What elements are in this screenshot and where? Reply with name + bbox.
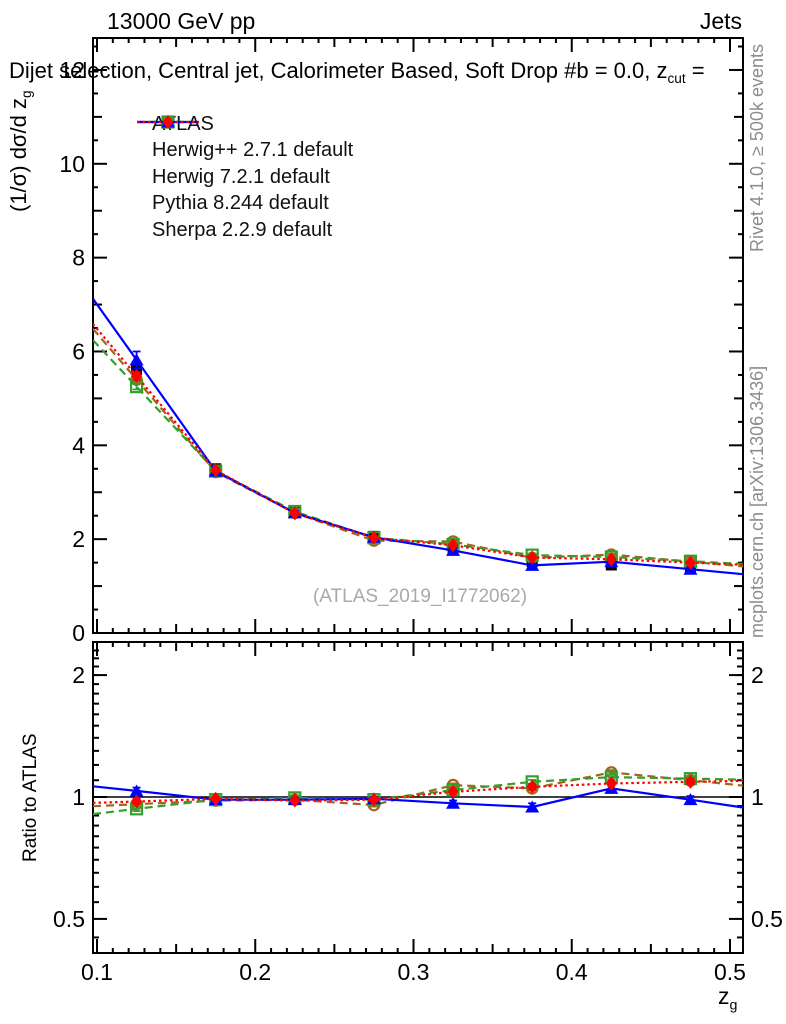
main-y-tick-label: 6: [72, 338, 85, 364]
y-axis-label-subscript: g: [19, 90, 35, 99]
series-line: [93, 298, 743, 576]
subtitle-subscript: cut: [667, 71, 686, 87]
main-series-pythia-8-244-default: [93, 298, 743, 576]
legend-item-herwig-7-2-1-default: Herwig 7.2.1 default: [136, 115, 353, 191]
legend-marker-diamond-filled-icon: [137, 115, 199, 129]
main-series-herwig-2-7-1-default: [93, 328, 743, 568]
data-point-marker: [210, 463, 222, 478]
ratio-y-tick-label-left: 0.5: [53, 906, 85, 932]
data-point-marker: [368, 792, 380, 807]
data-point-marker: [684, 774, 696, 789]
series-line: [93, 771, 743, 808]
data-point-marker: [289, 793, 301, 808]
data-point-marker: [162, 115, 174, 129]
legend-item-herwig-2-7-1-default: Herwig++ 2.7.1 default: [136, 115, 354, 165]
y-axis-label-text: (1/σ) dσ/d z: [6, 98, 31, 212]
main-series-sherpa-2-2-9-default: [93, 323, 743, 570]
x-tick-label: 0.2: [239, 959, 271, 985]
data-point-marker: [684, 555, 696, 570]
x-tick-label: 0.4: [556, 959, 588, 985]
x-tick-label: 0.1: [81, 959, 113, 985]
series-line: [93, 779, 743, 804]
beam-energy-title: 13000 GeV pp: [107, 8, 256, 34]
main-y-tick-label: 2: [72, 526, 85, 552]
ratio-series-herwig-2-7-1-default: [93, 766, 743, 812]
x-axis-label: zg: [718, 983, 737, 1013]
rivet-version-note: Rivet 4.1.0, ≥ 500k events: [747, 44, 767, 252]
main-y-tick-label: 4: [72, 432, 85, 458]
legend-label: Herwig 7.2.1 default: [152, 165, 330, 188]
x-axis-label-text: z: [718, 983, 730, 1009]
data-point-marker: [526, 550, 538, 565]
data-point-marker: [683, 793, 698, 806]
ratio-y-tick-label-right: 0.5: [751, 906, 783, 932]
main-panel-frame: [92, 37, 744, 634]
data-point-marker: [525, 800, 540, 813]
data-point-marker: [447, 538, 459, 553]
ratio-y-tick-label-right: 2: [751, 662, 764, 688]
subtitle-tail: =: [685, 58, 705, 83]
ratio-y-tick-label-left: 2: [72, 662, 85, 688]
series-line: [93, 323, 743, 566]
process-title: Jets: [699, 8, 742, 34]
legend: ATLAS Herwig++ 2.7.1 default Herwig 7.2.1 …: [136, 111, 353, 244]
x-tick-label: 0.3: [398, 959, 430, 985]
series-line: [93, 775, 743, 816]
data-point-marker: [210, 791, 222, 806]
main-y-tick-label: 8: [72, 245, 85, 271]
legend-label: Pythia 8.244 default: [152, 192, 329, 215]
series-line: [93, 339, 743, 566]
data-point-marker: [525, 558, 540, 571]
main-series-herwig-7-2-1-default: [93, 339, 743, 568]
data-point-marker: [447, 784, 459, 799]
main-y-tick-label: 0: [72, 620, 85, 646]
series-line: [93, 328, 743, 568]
mcplots-reference-note: mcplots.cern.ch [arXiv:1306.3436]: [747, 365, 767, 638]
legend-item-pythia-8-244-default: Pythia 8.244 default: [136, 115, 353, 218]
data-point-marker: [129, 353, 144, 366]
legend-label: Sherpa 2.2.9 default: [152, 218, 333, 241]
data-point-marker: [368, 530, 380, 545]
ratio-series-sherpa-2-2-9-default: [93, 774, 743, 809]
analysis-id-watermark: (ATLAS_2019_I1772062): [312, 586, 528, 607]
data-point-marker: [605, 552, 617, 567]
data-point-marker: [289, 506, 301, 521]
x-axis-label-subscript: g: [729, 997, 738, 1014]
data-point-marker: [131, 794, 143, 809]
x-tick-label: 0.5: [714, 959, 746, 985]
subtitle-text: Dijet selection, Central jet, Calorimete…: [9, 58, 668, 83]
y-axis-label-ratio: Ratio to ATLAS: [20, 733, 41, 863]
legend-label: Herwig++ 2.7.1 default: [152, 139, 354, 162]
y-axis-label-main: (1/σ) dσ/d zg: [6, 90, 34, 212]
data-point-marker: [526, 779, 538, 794]
legend-item-sherpa-2-2-9-default: Sherpa 2.2.9 default: [136, 115, 353, 244]
data-point-marker: [605, 776, 617, 791]
main-y-tick-label: 12: [59, 57, 85, 83]
ratio-y-tick-label-right: 1: [751, 784, 764, 810]
data-point-marker: [131, 368, 143, 383]
main-y-tick-label: 10: [59, 151, 85, 177]
data-point-marker: [129, 784, 144, 797]
series-line: [93, 785, 743, 809]
ratio-y-tick-label-left: 1: [72, 784, 85, 810]
axis-ticks: [93, 38, 743, 953]
observable-subtitle: Dijet selection, Central jet, Calorimete…: [9, 58, 705, 86]
data-point-marker: [446, 796, 461, 809]
